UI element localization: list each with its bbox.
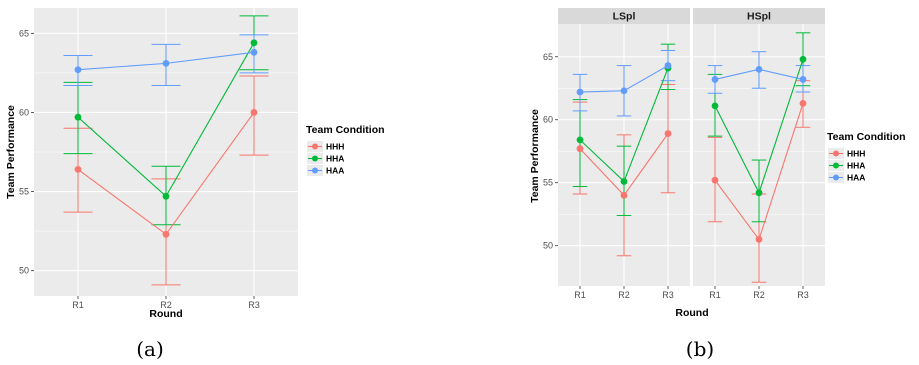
chart-a-legend-item-HHH: HHH <box>307 141 344 152</box>
chart-b-strip-label: LSpl <box>613 11 636 23</box>
chart-b-legend-item-HHA: HHA <box>828 160 865 171</box>
chart-b-legend-label-HAA: HAA <box>847 173 865 183</box>
chart-a-point-HAA <box>74 66 82 74</box>
chart-a-point-HHH <box>162 230 170 238</box>
chart-b-HSpl-point-HAA <box>755 65 763 73</box>
chart-b-HSpl-point-HHH <box>711 176 719 184</box>
chart-a-legend-label-HHA: HHA <box>326 154 344 164</box>
chart-a-xtick-label: R3 <box>248 300 260 310</box>
chart-b-HSpl-point-HAA <box>799 76 807 83</box>
chart-b-HSpl-point-HHH <box>799 99 807 107</box>
chart-a-y-axis-title: Team Performance <box>5 105 17 199</box>
chart-b-HSpl-point-HHA <box>799 55 807 63</box>
chart-a-legend-item-HHA: HHA <box>307 153 344 164</box>
chart-b-x-axis-title: Round <box>675 307 708 319</box>
chart-a-x-axis-title: Round <box>149 308 182 320</box>
chart-b-HSpl-xtick-label: R1 <box>709 290 721 300</box>
chart-a-point-HHH <box>74 166 82 173</box>
chart-b-HSpl-xtick-label: R3 <box>797 290 809 300</box>
chart-b-LSpl-point-HHH <box>620 191 628 199</box>
chart-b-LSpl-xtick-label: R2 <box>618 290 630 300</box>
chart-a-point-HHA <box>74 113 82 121</box>
chart-b-facet-LSpl: LSpl R1 R2 R3 50 55 60 65 <box>543 8 690 300</box>
chart-a-xtick-label: R1 <box>72 300 84 310</box>
chart-a-ytick-label: 55 <box>19 187 29 197</box>
chart-b-y-axis-title: Team Performance <box>529 109 541 203</box>
chart-b-HSpl-point-HAA <box>711 76 719 83</box>
chart-b-LSpl-xtick-label: R1 <box>574 290 586 300</box>
chart-b-legend-label-HHA: HHA <box>847 161 865 171</box>
chart-b-LSpl-point-HHA <box>576 136 584 144</box>
chart-a-legend-title: Team Condition <box>306 124 385 136</box>
chart-a-caption: (a) <box>136 337 164 361</box>
chart-b-LSpl-ytick-label: 50 <box>543 241 553 251</box>
chart-a-point-HHA <box>250 39 258 47</box>
chart-b-LSpl-point-HAA <box>664 62 672 69</box>
chart-b-LSpl-ytick-label: 60 <box>543 115 553 125</box>
chart-a-legend-item-HAA: HAA <box>307 165 344 176</box>
chart-b-strip <box>558 8 690 24</box>
chart-b-LSpl-point-HAA <box>620 87 628 95</box>
chart-b-HSpl-point-HHH <box>755 235 763 243</box>
chart-b-strip <box>693 8 825 24</box>
chart-b-LSpl-ytick-label: 65 <box>543 52 553 62</box>
chart-a-point-HAA <box>250 48 258 56</box>
chart-b-HSpl-point-HHA <box>755 189 763 197</box>
chart-a-legend-label-HAA: HAA <box>326 166 344 176</box>
chart-b-legend-key-point <box>833 174 839 181</box>
chart-a-ytick-label: 60 <box>19 107 29 117</box>
chart-a-point-HAA <box>162 59 170 67</box>
chart-b-legend-key-point <box>833 162 839 169</box>
chart-b-HSpl-xtick-label: R2 <box>753 290 765 300</box>
chart-a: R1 R2 R3 50 55 60 65 Round Team Performance Team … <box>5 8 385 361</box>
chart-a-legend-key-point <box>312 167 318 174</box>
chart-b-HSpl-point-HHA <box>711 102 719 110</box>
chart-a-point-HHH <box>250 109 258 116</box>
chart-b-legend-title: Team Condition <box>827 131 906 143</box>
chart-a-point-HHA <box>162 192 170 200</box>
chart-b-legend-item-HAA: HAA <box>828 172 865 183</box>
chart-b-caption: (b) <box>686 337 714 361</box>
chart-b-LSpl-ytick-label: 55 <box>543 178 553 188</box>
chart-b-LSpl-point-HHH <box>664 130 672 137</box>
chart-a-ytick-label: 50 <box>19 266 29 276</box>
chart-b-legend-key-point <box>833 150 839 157</box>
chart-b-LSpl-point-HAA <box>576 88 584 96</box>
chart-b-LSpl-point-HHH <box>576 145 584 153</box>
chart-a-legend-key-point <box>312 143 318 150</box>
chart-a-legend-key-point <box>312 155 318 162</box>
chart-b-legend-item-HHH: HHH <box>828 148 865 159</box>
chart-b-strip-label: HSpl <box>747 11 771 23</box>
chart-a-legend-label-HHH: HHH <box>326 142 344 152</box>
chart-a-xtick-label: R2 <box>160 300 172 310</box>
chart-b-LSpl-xtick-label: R3 <box>662 290 674 300</box>
chart-b-legend-label-HHH: HHH <box>847 149 865 159</box>
chart-a-ytick-label: 65 <box>19 28 29 38</box>
chart-b-LSpl-point-HHA <box>620 178 628 185</box>
chart-b-facet-HSpl: HSpl R1 R2 R3 <box>693 8 825 300</box>
